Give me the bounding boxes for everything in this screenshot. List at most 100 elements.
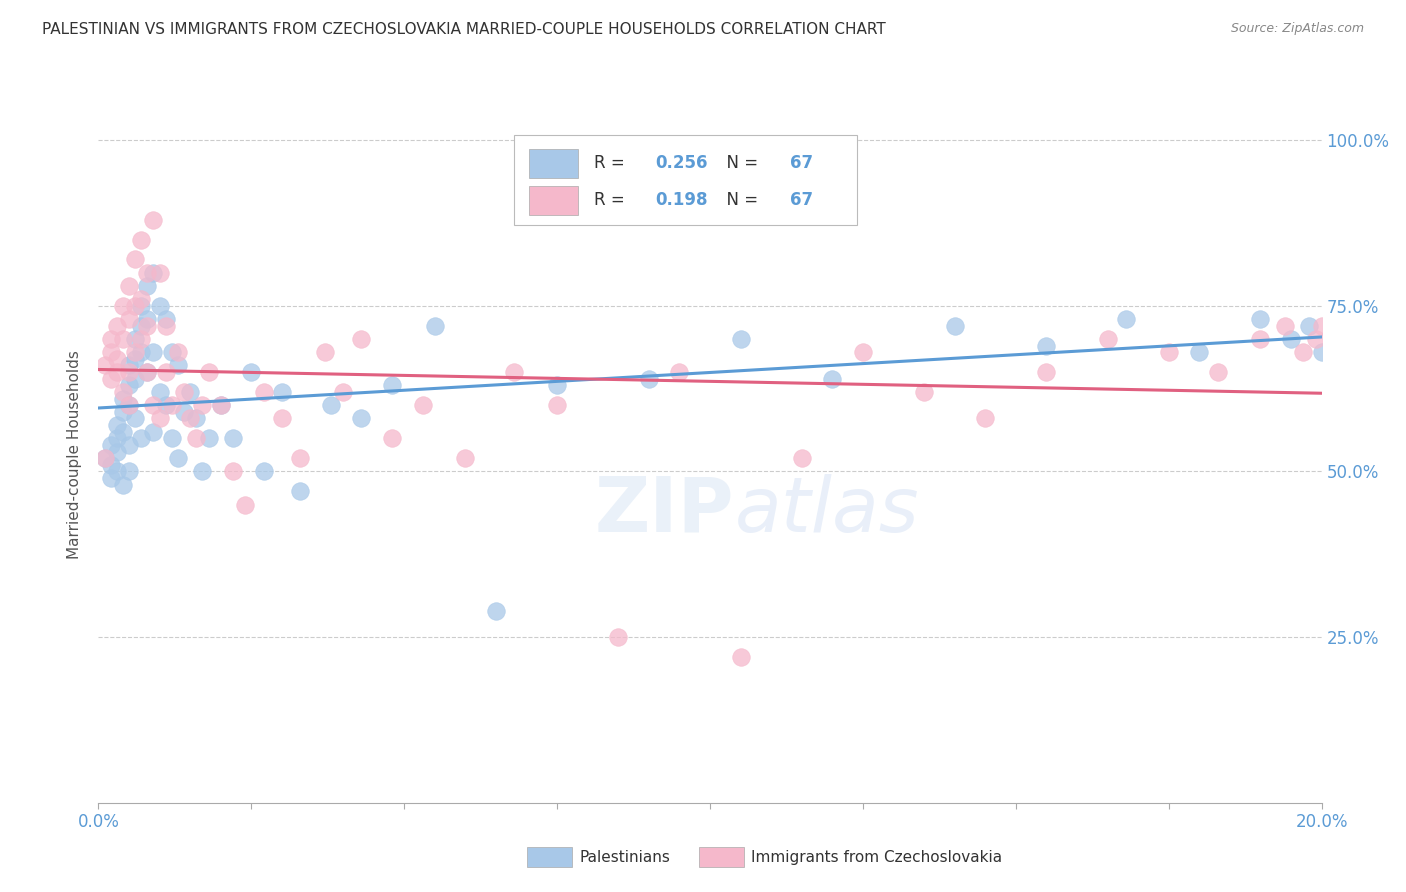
Point [129,431,152,445]
Point [186,431,208,445]
Point [105,431,128,445]
Point [124,372,146,386]
Point [136,266,159,280]
Point [381,378,404,392]
Point [129,332,152,346]
Text: 0.256: 0.256 [655,154,707,172]
Text: N =: N = [716,191,763,210]
Point [105,365,128,379]
Point [423,318,446,333]
Point [270,384,292,399]
Point [179,384,201,399]
Point [100,332,122,346]
Point [118,359,141,373]
Point [124,345,146,359]
Point [155,398,177,412]
Point [100,458,122,472]
Point [412,398,434,412]
Point [1188,345,1211,359]
Point [111,392,134,406]
Point [668,365,690,379]
Text: PALESTINIAN VS IMMIGRANTS FROM CZECHOSLOVAKIA MARRIED-COUPLE HOUSEHOLDS CORRELAT: PALESTINIAN VS IMMIGRANTS FROM CZECHOSLO… [42,22,886,37]
Point [100,372,122,386]
Point [129,318,152,333]
Point [100,438,122,452]
Text: 0.198: 0.198 [655,191,707,210]
Point [118,465,141,479]
Point [142,345,165,359]
Point [136,279,159,293]
Point [197,365,219,379]
Point [167,345,190,359]
Point [93,451,115,466]
Point [118,398,141,412]
FancyBboxPatch shape [515,135,856,226]
Text: Immigrants from Czechoslovakia: Immigrants from Czechoslovakia [751,850,1002,864]
Point [270,411,292,425]
Bar [529,186,578,215]
Point [943,318,966,333]
Point [1274,318,1296,333]
Point [240,365,263,379]
Point [124,332,146,346]
Point [1292,345,1315,359]
Point [136,312,159,326]
Point [607,630,630,644]
Text: 67: 67 [790,154,813,172]
Point [1305,332,1327,346]
Point [142,212,165,227]
Point [111,384,134,399]
Point [290,484,312,499]
Text: N =: N = [716,154,763,172]
Point [179,411,201,425]
Point [160,398,183,412]
Point [197,431,219,445]
Point [454,451,477,466]
Point [173,384,195,399]
Text: Source: ZipAtlas.com: Source: ZipAtlas.com [1230,22,1364,36]
Point [129,299,152,313]
Text: ZIP: ZIP [595,474,734,548]
Point [546,398,568,412]
Point [142,425,165,439]
Point [974,411,997,425]
Point [314,345,336,359]
Point [332,384,354,399]
Text: 67: 67 [790,191,813,210]
Point [129,345,152,359]
Point [546,378,568,392]
Point [209,398,232,412]
Point [790,451,813,466]
Point [160,431,183,445]
Point [111,299,134,313]
Point [637,372,661,386]
Point [160,345,183,359]
Point [118,279,141,293]
Point [222,431,245,445]
Point [129,292,152,306]
Point [1249,312,1271,326]
Point [105,444,128,458]
Text: Palestinians: Palestinians [579,850,671,864]
Point [100,345,122,359]
Point [1035,338,1057,352]
Point [124,411,146,425]
Point [118,365,141,379]
Point [105,318,128,333]
Y-axis label: Married-couple Households: Married-couple Households [67,351,83,559]
Point [136,365,159,379]
Point [155,365,177,379]
Text: R =: R = [593,191,636,210]
Point [350,411,373,425]
Point [222,465,245,479]
Text: atlas: atlas [734,474,920,548]
Point [1035,365,1057,379]
Point [93,451,115,466]
Point [852,345,875,359]
Point [136,318,159,333]
Point [1310,318,1333,333]
Point [136,365,159,379]
Point [1206,365,1229,379]
Point [149,384,172,399]
Point [252,384,274,399]
